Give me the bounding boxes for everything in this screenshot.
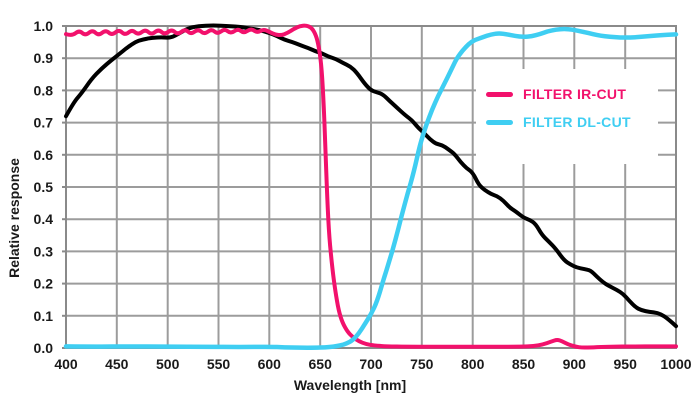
- y-tick-label: 0.5: [34, 179, 54, 195]
- y-tick-label: 0.6: [34, 147, 54, 163]
- x-tick-label: 850: [512, 356, 536, 372]
- filter-dl-cut-curve: [63, 26, 679, 350]
- y-tick-label: 0.9: [34, 50, 54, 66]
- x-axis-title: Wavelength [nm]: [293, 377, 407, 393]
- x-tick-label: 950: [614, 356, 638, 372]
- legend-box: FILTER IR-CUT FILTER DL-CUT: [476, 69, 658, 164]
- y-tick-label: 1.0: [34, 18, 54, 34]
- x-tick-label: 700: [359, 356, 383, 372]
- y-tick-label: 0.8: [34, 82, 54, 98]
- sensor-response-black-curve: [64, 23, 678, 329]
- legend-item-ir-cut: FILTER IR-CUT: [486, 84, 626, 104]
- legend-item-dl-cut: FILTER DL-CUT: [486, 112, 631, 132]
- tick-labels: 400 450 500 550 600 650 700 750 800 850 900 950 1000…: [34, 18, 692, 372]
- x-tick-label: 750: [410, 356, 434, 372]
- x-tick-label: 550: [207, 356, 231, 372]
- x-tick-label: 900: [563, 356, 587, 372]
- x-tick-label: 450: [105, 356, 129, 372]
- x-tick-label: 650: [309, 356, 333, 372]
- y-axis-title: Relative response: [6, 158, 22, 278]
- ir-cut-line-swatch: [486, 91, 513, 97]
- y-tick-label: 0.2: [34, 276, 54, 292]
- y-tick-label: 0.0: [34, 340, 54, 356]
- x-tick-label: 400: [54, 356, 78, 372]
- x-tick-label: 800: [461, 356, 485, 372]
- y-tick-label: 0.1: [34, 308, 54, 324]
- x-tick-label: 1000: [660, 356, 691, 372]
- dl-cut-line-swatch: [486, 119, 513, 125]
- filter-ir-cut-curve: [64, 23, 678, 350]
- legend-label-ir-cut: FILTER IR-CUT: [523, 86, 627, 102]
- y-tick-label: 0.3: [34, 243, 54, 259]
- curves: [63, 23, 679, 350]
- x-tick-label: 600: [258, 356, 282, 372]
- x-tick-label: 500: [156, 356, 180, 372]
- legend-label-dl-cut: FILTER DL-CUT: [523, 114, 631, 130]
- y-tick-label: 0.7: [34, 115, 54, 131]
- y-tick-label: 0.4: [34, 211, 54, 227]
- plot-frame: [65, 25, 677, 349]
